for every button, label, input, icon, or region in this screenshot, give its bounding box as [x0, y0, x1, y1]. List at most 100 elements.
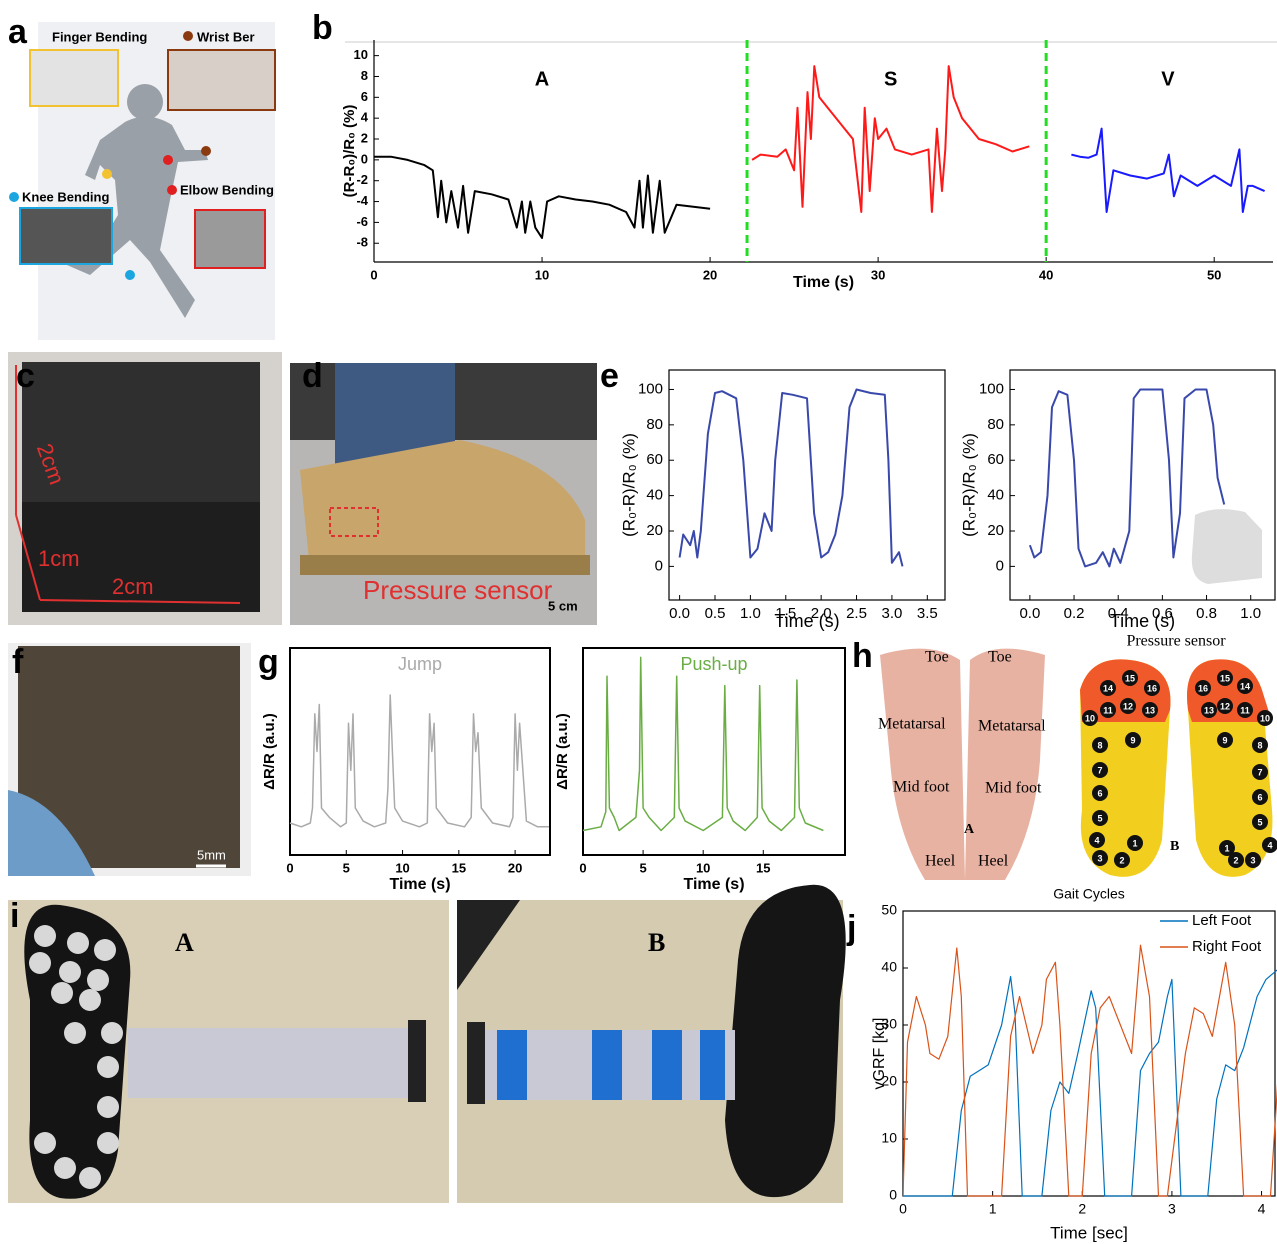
x-tick-label: 40 — [1039, 267, 1053, 282]
x-tick-label: 1.0 — [740, 605, 761, 622]
panel-label: h — [852, 637, 873, 675]
sensor-label: Pressure sensor — [363, 575, 553, 605]
panel-label: a — [8, 13, 28, 51]
sensor-number: 12 — [1123, 701, 1133, 711]
foot-label: Mid foot — [985, 780, 1042, 797]
sensor-number: 12 — [1220, 701, 1230, 711]
x-tick-label: 2 — [1078, 1201, 1086, 1217]
y-tick-label: 100 — [638, 380, 663, 397]
dot-finger — [102, 169, 112, 179]
label-elbow: Elbow Bending — [180, 182, 274, 197]
x-tick-label: 3 — [1168, 1201, 1176, 1217]
y-tick-label: -2 — [356, 172, 368, 187]
y-tick-label: 0 — [655, 557, 663, 574]
x-tick-label: 5 — [639, 860, 646, 875]
panel-label: f — [12, 643, 24, 681]
y-tick-label: 60 — [646, 451, 663, 468]
inset-elbow — [195, 210, 265, 268]
foot-label: Mid foot — [893, 779, 950, 796]
data-line — [1071, 129, 1264, 212]
chart-title: Gait Cycles — [1053, 886, 1125, 902]
x-tick-label: 0 — [899, 1201, 907, 1217]
panel-label: j — [846, 909, 856, 947]
inset-finger — [30, 50, 118, 106]
data-line — [583, 657, 823, 830]
sensor-number: 15 — [1125, 673, 1135, 683]
y-axis-label: (R₀-R)/R₀ (%) — [619, 433, 638, 537]
connector-b — [467, 1022, 485, 1104]
x-tick-label: 10 — [696, 860, 710, 875]
x-axis-label: Time (s) — [774, 611, 839, 631]
sensor-number: 3 — [1097, 853, 1102, 863]
sensor-number: 13 — [1204, 705, 1214, 715]
x-axis-label: Time (s) — [683, 876, 744, 893]
sensor-number: 5 — [1097, 813, 1102, 823]
sensor-number: 5 — [1257, 817, 1262, 827]
inset-knee — [20, 208, 112, 264]
y-tick-label: 10 — [354, 47, 368, 62]
sensor-number: 6 — [1257, 792, 1262, 802]
x-tick-label: 50 — [1207, 267, 1221, 282]
x-tick-label: 0.0 — [669, 605, 690, 622]
scale-label: 5 cm — [548, 598, 578, 613]
sensor-number: 10 — [1260, 713, 1270, 723]
y-tick-label: -4 — [356, 193, 368, 208]
foot-label: A — [964, 822, 975, 837]
x-tick-label: 4 — [1258, 1201, 1266, 1217]
x-tick-label: 0 — [286, 860, 293, 875]
sensor-number: 1 — [1132, 838, 1137, 848]
x-tick-label: 3.0 — [881, 605, 902, 622]
y-tick-label: 8 — [361, 68, 368, 83]
sole — [300, 555, 590, 575]
foot-label: Heel — [978, 853, 1009, 870]
sensor-number: 2 — [1233, 855, 1238, 865]
data-line — [680, 390, 903, 567]
sensor-number: 7 — [1097, 765, 1102, 775]
y-tick-label: 80 — [987, 416, 1004, 433]
x-tick-label: 30 — [871, 267, 885, 282]
x-tick-label: 15 — [756, 860, 770, 875]
sensor-number: 8 — [1257, 740, 1262, 750]
x-tick-label: 0 — [370, 267, 377, 282]
foot-inset — [1192, 509, 1262, 584]
x-tick-label: 0.8 — [1196, 605, 1217, 622]
data-line — [903, 945, 1277, 1196]
y-tick-label: 0 — [361, 151, 368, 166]
y-axis-label: (R-R₀)/R₀ (%) — [341, 105, 358, 198]
x-tick-label: 10 — [535, 267, 549, 282]
x-axis-label: Time (s) — [793, 274, 854, 291]
sensor-number: 13 — [1145, 705, 1155, 715]
sensor-number: 4 — [1094, 835, 1099, 845]
x-axis-label: Time (s) — [1110, 611, 1175, 631]
sensor-number: 4 — [1267, 840, 1272, 850]
sensor-number: 9 — [1130, 735, 1135, 745]
y-axis-label: (R₀-R)/R₀ (%) — [959, 433, 978, 537]
x-tick-label: 0 — [579, 860, 586, 875]
x-tick-label: 2.5 — [846, 605, 867, 622]
y-tick-label: 40 — [881, 959, 897, 975]
sensor-number: 8 — [1097, 740, 1102, 750]
panel-label: i — [10, 897, 19, 935]
sensor-number: 9 — [1222, 735, 1227, 745]
y-tick-label: -8 — [356, 235, 368, 250]
y-tick-label: 0 — [889, 1187, 897, 1203]
y-axis-label: ΔR/R (a.u.) — [261, 713, 278, 790]
sensor-number: 10 — [1085, 713, 1095, 723]
sensor-number: 16 — [1147, 683, 1157, 693]
panel-label: d — [302, 357, 323, 395]
y-tick-label: 40 — [987, 487, 1004, 504]
x-tick-label: 0.0 — [1019, 605, 1040, 622]
dot-wrist-body — [201, 146, 211, 156]
label-finger: Finger Bending — [52, 29, 147, 44]
figure: Finger Bending Wrist Ber Knee Bending El… — [0, 0, 1277, 1244]
foot-label: Toe — [925, 649, 949, 666]
dim-label: 1cm — [38, 546, 80, 571]
foot-title: Pressure sensor — [1126, 633, 1226, 650]
foot-left — [880, 649, 965, 880]
foot-label: Metatarsal — [978, 718, 1046, 735]
dot-wrist — [183, 31, 193, 41]
dot-elbow-body — [163, 155, 173, 165]
y-tick-label: 20 — [646, 522, 663, 539]
connector-a — [408, 1020, 426, 1102]
data-line — [290, 695, 549, 827]
